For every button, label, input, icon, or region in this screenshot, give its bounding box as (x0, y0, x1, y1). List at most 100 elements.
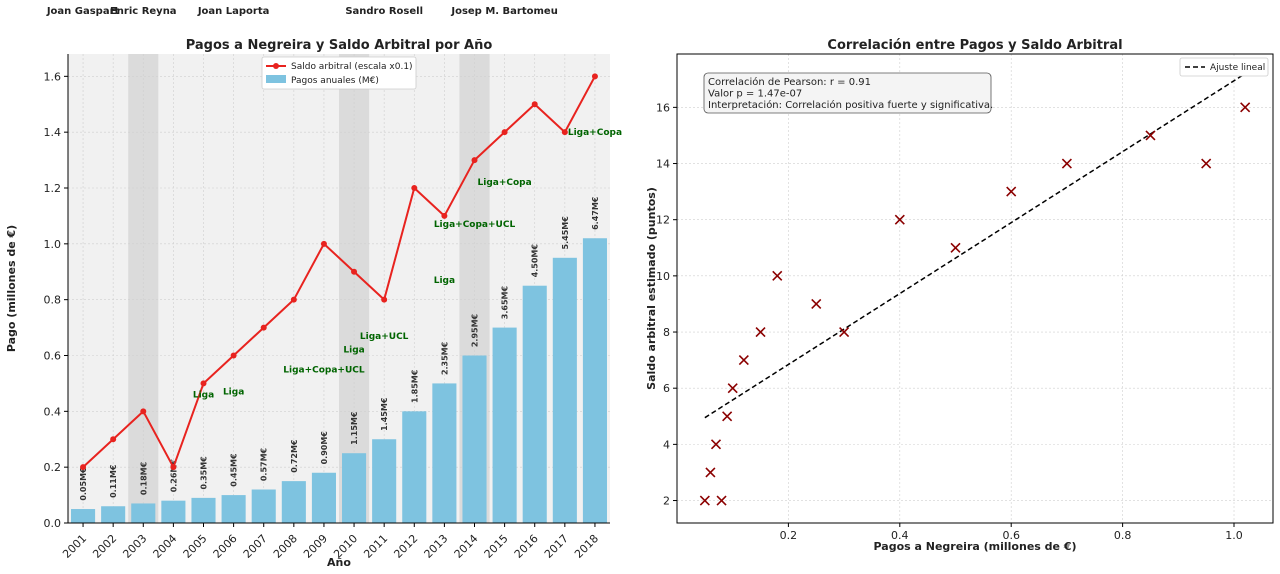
scatter-point (1240, 102, 1251, 113)
saldo-point-2005 (200, 380, 207, 387)
left-x-tick-label: 2002 (90, 532, 119, 561)
right-x-tick-label: 0.8 (1114, 529, 1132, 542)
saldo-point-2015 (501, 129, 508, 136)
right-chart-title: Correlación entre Pagos y Saldo Arbitral (827, 38, 1122, 53)
bar-data-label: 0.45M€ (230, 453, 239, 487)
saldo-point-2018 (591, 73, 598, 80)
info-box-line: Correlación de Pearson: r = 0.91 (708, 76, 871, 88)
bar-2018 (582, 238, 607, 523)
trophy-annotation: Liga (343, 346, 364, 356)
left-x-tick-label: 2014 (452, 532, 481, 561)
left-y-tick-label: 1.2 (44, 182, 62, 195)
left-x-tick-label: 2003 (120, 532, 149, 561)
scatter-point (738, 355, 749, 366)
saldo-point-2014 (471, 157, 478, 164)
info-box-line: Valor p = 1.47e-07 (708, 89, 802, 100)
saldo-point-2017 (561, 129, 568, 136)
right-x-tick-label: 0.6 (1002, 529, 1020, 542)
president-label: Josep M. Bartomeu (450, 6, 557, 17)
left-x-tick-label: 2015 (482, 532, 511, 561)
left-chart: 0.05M€ 0.11M€ 0.18M€ 0.26M€ 0.35M€ 0.45M€ 0.57… (5, 6, 622, 569)
bar-data-label: 0.35M€ (200, 456, 209, 490)
left-x-tick-label: 2007 (241, 532, 270, 561)
left-x-tick-label: 2018 (572, 532, 601, 561)
bar-2017 (552, 257, 577, 523)
left-y-tick-label: 0.2 (44, 461, 62, 474)
left-y-axis-label: Pago (millones de €) (5, 225, 18, 352)
bar-2014 (462, 355, 487, 523)
bar-data-label: 0.11M€ (109, 464, 118, 498)
bar-data-label: 0.90M€ (320, 431, 329, 465)
left-legend-box (261, 56, 417, 90)
bar-data-label: 3.65M€ (501, 286, 510, 320)
bar-2007 (251, 489, 276, 523)
trophy-annotation: Liga (193, 390, 214, 400)
bar-data-label: 2.95M€ (471, 313, 480, 347)
right-y-tick-label: 10 (656, 270, 670, 283)
saldo-point-2004 (170, 464, 177, 471)
bar-2015 (492, 327, 517, 523)
left-y-tick-label: 1.4 (44, 126, 62, 139)
bar-2001 (71, 509, 96, 523)
info-box-frame (703, 72, 992, 114)
left-x-tick-label: 2016 (512, 532, 541, 561)
trophy-annotation: Liga+Copa (568, 128, 622, 138)
left-y-tick-label: 1.6 (44, 70, 62, 83)
bar-data-label: 0.57M€ (260, 447, 269, 481)
legend-line-label: Saldo arbitral (escala x0.1) (291, 62, 413, 72)
left-y-tick-label: 0.6 (44, 350, 62, 363)
left-x-tick-label: 2006 (211, 532, 240, 561)
left-x-tick-label: 2004 (151, 532, 180, 561)
bar-2002 (101, 506, 126, 523)
bar-data-label: 4.50M€ (531, 244, 540, 278)
saldo-point-2009 (320, 240, 327, 247)
bar-2008 (281, 481, 306, 523)
bar-2006 (221, 495, 246, 523)
info-box-line: Interpretación: Correlación positiva fue… (708, 99, 993, 111)
left-y-tick-label: 0.4 (44, 405, 62, 418)
bar-2013 (432, 383, 457, 523)
bar-data-label: 0.18M€ (139, 461, 148, 495)
right-y-axis-label: Saldo arbitral estimado (puntos) (645, 187, 658, 390)
scatter-point (1006, 186, 1017, 197)
left-x-tick-label: 2001 (60, 532, 89, 561)
bar-data-label: 2.35M€ (440, 341, 449, 375)
saldo-point-2008 (290, 296, 297, 303)
right-x-tick-label: 0.4 (891, 529, 909, 542)
bar-2004 (161, 500, 186, 523)
shaded-period-band (339, 54, 370, 523)
bar-data-label: 1.85M€ (410, 369, 419, 403)
president-label: Enric Reyna (110, 6, 177, 17)
bar-data-label: 6.47M€ (591, 196, 600, 230)
saldo-point-2011 (381, 296, 388, 303)
president-label: Joan Laporta (197, 6, 270, 17)
right-y-tick-label: 14 (656, 158, 670, 171)
left-y-tick-label: 0.8 (44, 294, 62, 307)
bar-data-label: 0.05M€ (79, 467, 88, 501)
scatter-point (727, 383, 738, 394)
left-x-tick-label: 2012 (391, 532, 420, 561)
left-x-tick-label: 2017 (542, 532, 571, 561)
president-label: Joan Gaspart (46, 6, 120, 17)
scatter-point (755, 326, 766, 338)
shaded-period-band (128, 54, 159, 523)
trophy-annotation: Liga (223, 388, 244, 398)
right-y-tick-label: 6 (663, 382, 670, 395)
bar-2003 (131, 503, 156, 523)
trophy-annotation: Liga+Copa+UCL (434, 220, 516, 230)
bar-2016 (522, 285, 547, 523)
scatter-point (1061, 158, 1072, 169)
bar-data-label: 1.45M€ (380, 397, 389, 431)
legend-fit-label: Ajuste lineal (1210, 63, 1265, 73)
left-y-tick-label: 0.0 (44, 517, 62, 530)
left-x-tick-label: 2009 (301, 532, 330, 561)
saldo-point-2003 (140, 408, 147, 415)
scatter-point (1201, 158, 1212, 169)
scatter-point (699, 495, 710, 506)
right-legend: Ajuste lineal (1179, 57, 1269, 77)
right-x-tick-label: 0.2 (780, 529, 798, 542)
saldo-line (82, 75, 596, 470)
saldo-point-2002 (110, 436, 117, 443)
